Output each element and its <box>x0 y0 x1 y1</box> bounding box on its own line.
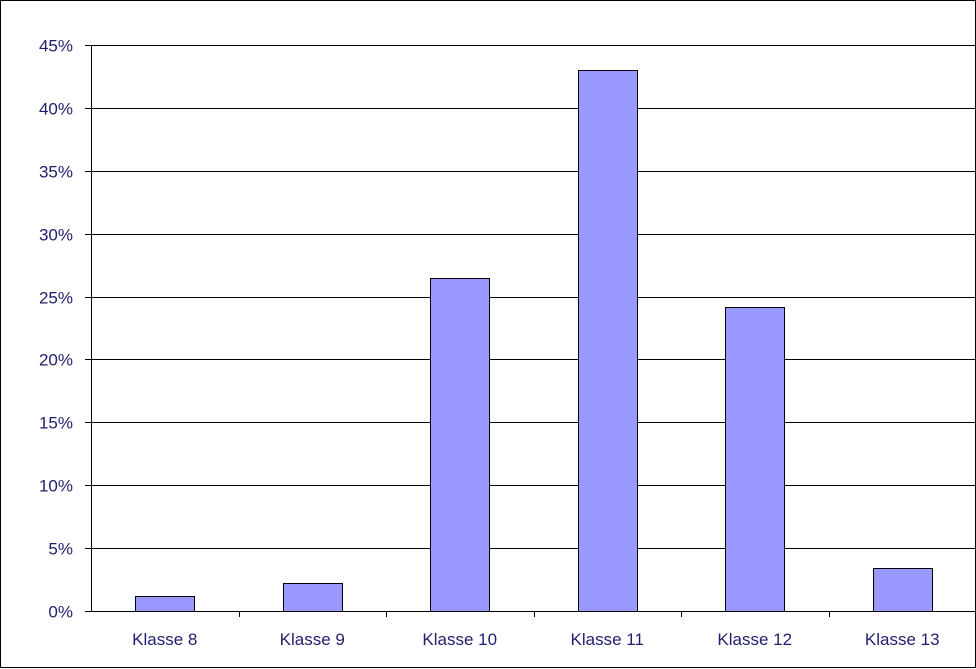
axes <box>85 45 976 617</box>
bar-klasse-12 <box>725 307 785 612</box>
category-label: Klasse 10 <box>422 630 497 649</box>
gridlines <box>91 45 976 549</box>
y-tick-label: 45% <box>39 37 73 56</box>
bar-klasse-9 <box>283 583 343 612</box>
category-labels: Klasse 8 Klasse 9 Klasse 10 Klasse 11 Klasse… <box>132 630 939 649</box>
y-tick-label: 35% <box>39 163 73 182</box>
y-tick-label: 10% <box>39 477 73 496</box>
bars <box>135 70 933 612</box>
y-tick-label: 15% <box>39 414 73 433</box>
y-tick-label: 5% <box>48 540 73 559</box>
category-label: Klasse 11 <box>571 630 644 649</box>
category-label: Klasse 13 <box>865 630 940 649</box>
y-tick-label: 30% <box>39 226 73 245</box>
y-tick-label: 0% <box>48 603 73 622</box>
y-tick-label: 40% <box>39 100 73 119</box>
y-tick-labels: 0% 5% 10% 15% 20% 25% 30% 35% 40% 45% <box>39 37 73 622</box>
y-tick-label: 20% <box>39 351 73 370</box>
bar-klasse-11 <box>578 70 638 612</box>
category-label: Klasse 12 <box>717 630 792 649</box>
y-tick-label: 25% <box>39 289 73 308</box>
bar-klasse-10 <box>430 278 490 612</box>
category-label: Klasse 9 <box>280 630 345 649</box>
category-label: Klasse 8 <box>132 630 197 649</box>
bar-klasse-8 <box>135 596 195 612</box>
bar-klasse-13 <box>873 568 933 612</box>
